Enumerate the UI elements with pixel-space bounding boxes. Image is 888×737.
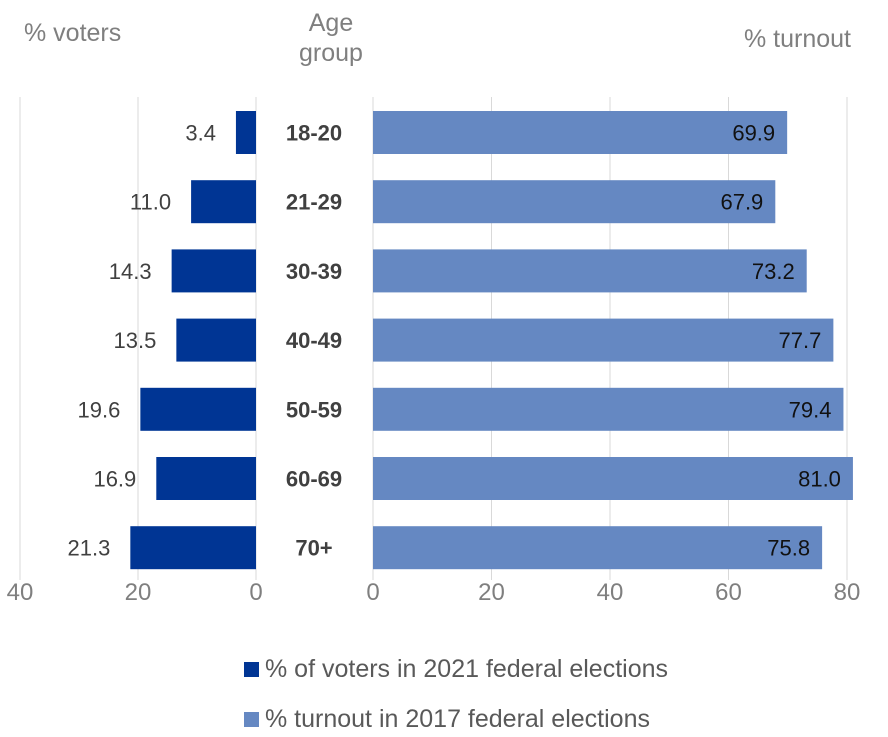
turnout-bar [373, 180, 776, 224]
right-x-tick-label: 20 [478, 579, 505, 606]
legend-label-turnout: % turnout in 2017 federal elections [265, 705, 650, 733]
voters-bar [176, 318, 256, 362]
turnout-bar [373, 526, 823, 570]
age-group-label: 30-39 [286, 259, 342, 284]
turnout-value-label: 69.9 [732, 121, 775, 146]
age-group-label: 18-20 [286, 121, 342, 146]
voters-value-label: 11.0 [130, 190, 171, 215]
center-title: Age group [286, 8, 376, 68]
turnout-bar [373, 457, 853, 500]
right-x-tick-label: 0 [366, 579, 379, 606]
right-x-tick-label: 80 [834, 579, 861, 606]
turnout-value-label: 79.4 [789, 397, 832, 422]
turnout-bar [373, 111, 788, 154]
turnout-value-label: 81.0 [798, 467, 841, 492]
legend-swatch-turnout [244, 712, 259, 727]
voters-bar [191, 180, 256, 224]
voters-bar [171, 249, 256, 293]
left-x-tick-label: 0 [249, 579, 262, 606]
turnout-value-label: 75.8 [767, 536, 810, 561]
age-group-label: 40-49 [286, 328, 342, 353]
legend-item-voters: % of voters in 2021 federal elections [244, 655, 668, 684]
right-x-tick-label: 40 [597, 579, 624, 606]
legend-label-voters: % of voters in 2021 federal elections [265, 655, 669, 683]
age-group-label: 60-69 [286, 467, 342, 492]
turnout-bar [373, 249, 807, 293]
voters-bar [235, 111, 256, 154]
voters-bar [156, 457, 256, 500]
voters-bar [130, 526, 256, 570]
voters-value-label: 3.4 [185, 121, 216, 146]
right-x-tick-label: 60 [715, 579, 742, 606]
voters-value-label: 19.6 [78, 397, 121, 422]
turnout-bar [373, 387, 844, 431]
left-x-tick-label: 20 [125, 579, 152, 606]
center-title-line1: Age [308, 9, 354, 37]
voters-value-label: 14.3 [109, 259, 152, 284]
voters-value-label: 13.5 [114, 328, 157, 353]
voters-bar [140, 387, 256, 431]
age-group-label: 70+ [295, 536, 332, 561]
voters-value-label: 21.3 [68, 536, 111, 561]
age-group-label: 21-29 [286, 190, 342, 215]
right-panel-title: % turnout [744, 25, 852, 53]
center-title-line2: group [299, 39, 363, 67]
turnout-bar [373, 318, 834, 362]
left-panel-title: % voters [24, 19, 122, 47]
age-group-label: 50-59 [286, 397, 342, 422]
legend-item-turnout: % turnout in 2017 federal elections [244, 705, 650, 734]
turnout-value-label: 67.9 [720, 190, 763, 215]
turnout-value-label: 73.2 [752, 259, 795, 284]
voters-value-label: 16.9 [93, 467, 136, 492]
legend-swatch-voters [244, 662, 259, 677]
turnout-value-label: 77.7 [779, 328, 822, 353]
left-x-tick-label: 40 [7, 579, 34, 606]
